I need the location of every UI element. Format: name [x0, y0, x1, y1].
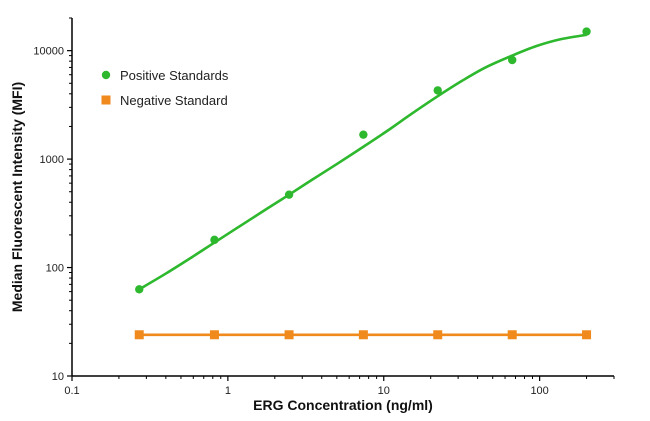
- x-tick-label: 100: [530, 385, 548, 397]
- y-tick-label: 1000: [40, 154, 64, 166]
- data-point: [284, 330, 294, 340]
- x-tick-label: 0.1: [64, 385, 79, 397]
- data-point: [284, 190, 294, 199]
- data-point: [582, 27, 591, 36]
- legend-marker: [101, 70, 111, 80]
- y-tick-label: 10000: [33, 46, 64, 58]
- x-ticks: 0.1 1 10 100: [64, 376, 615, 397]
- legend-marker: [101, 95, 111, 105]
- data-point: [507, 330, 517, 340]
- legend-label: Positive Standards: [120, 68, 229, 83]
- data-point: [210, 235, 219, 245]
- data-point: [135, 285, 144, 294]
- y-tick-label: 100: [46, 263, 64, 275]
- y-axis-title: Median Fluorescent Intensity (MFI): [9, 82, 25, 312]
- series-square: [134, 330, 592, 340]
- y-ticks: 10 100 1000 10000: [33, 17, 72, 383]
- plot-area: [71, 18, 614, 377]
- data-point: [358, 330, 368, 340]
- data-point: [433, 330, 443, 340]
- x-axis-title: ERG Concentration (ng/ml): [253, 397, 433, 413]
- data-point: [359, 130, 368, 139]
- y-tick-label: 10: [52, 371, 64, 383]
- legend-label: Negative Standard: [120, 93, 228, 108]
- data-point: [134, 330, 144, 340]
- data-point: [433, 86, 442, 95]
- x-tick-label: 10: [378, 385, 390, 397]
- legend-item: Negative Standard: [101, 93, 228, 108]
- series-circle: [135, 27, 591, 294]
- legend: Positive Standards Negative Standard: [101, 68, 229, 108]
- data-point: [209, 330, 219, 340]
- series-layer: [134, 27, 592, 340]
- x-tick-label: 1: [225, 385, 231, 397]
- legend-item: Positive Standards: [101, 68, 229, 83]
- data-point: [582, 330, 592, 340]
- data-point: [508, 55, 517, 65]
